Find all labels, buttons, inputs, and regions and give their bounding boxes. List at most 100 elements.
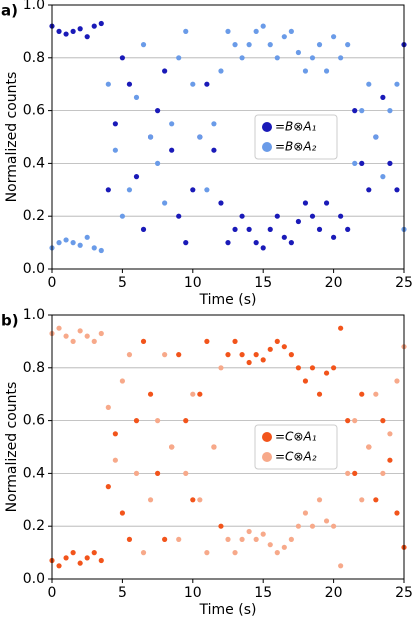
data-point (323, 518, 330, 524)
data-point (281, 544, 287, 550)
data-point (77, 560, 83, 566)
data-point (288, 28, 294, 34)
x-tick-label: 0 (48, 275, 57, 291)
data-point (204, 187, 210, 193)
data-point (394, 81, 400, 87)
data-point (91, 338, 97, 344)
data-point (323, 370, 330, 376)
legend-marker (262, 452, 272, 462)
x-tick-label: 25 (395, 585, 413, 601)
data-point (162, 536, 168, 543)
data-point (218, 365, 224, 371)
data-point (331, 234, 337, 240)
data-point (345, 470, 351, 476)
data-point (84, 555, 90, 561)
data-point (119, 55, 125, 61)
data-point (119, 378, 125, 384)
x-axis-label: Time (s) (199, 292, 257, 308)
data-point (91, 245, 97, 251)
data-point (91, 23, 97, 29)
data-point (140, 338, 147, 344)
data-point (316, 226, 323, 232)
data-point (225, 28, 231, 34)
data-point (309, 523, 316, 529)
data-point (232, 338, 238, 344)
data-point (253, 536, 259, 543)
y-tick-label: 1.0 (23, 0, 45, 13)
data-point (366, 81, 372, 87)
data-point (112, 121, 118, 127)
plot-frame (51, 4, 405, 270)
data-point (387, 108, 393, 114)
data-point (126, 81, 133, 87)
data-point (211, 147, 217, 153)
y-tick-label: 0.4 (23, 465, 45, 481)
legend-marker (262, 142, 272, 152)
data-point (260, 23, 266, 29)
data-point (345, 42, 351, 48)
data-point (380, 94, 386, 100)
data-point (394, 510, 400, 516)
data-point (197, 497, 203, 503)
legend-marker (262, 122, 272, 132)
data-point (176, 352, 182, 358)
data-point (77, 26, 83, 32)
data-point (84, 234, 90, 240)
x-tick-label: 5 (118, 585, 127, 601)
data-point (331, 523, 337, 529)
data-point (91, 550, 97, 556)
data-point (288, 240, 294, 246)
y-tick-label: 0.8 (23, 360, 45, 376)
data-point (56, 28, 62, 34)
data-point (204, 81, 210, 87)
data-point (105, 187, 111, 193)
y-tick-label: 0.0 (23, 261, 45, 277)
data-point (246, 42, 252, 48)
data-point (155, 160, 161, 166)
data-point (98, 20, 104, 27)
y-tick-label: 0.2 (23, 518, 45, 534)
data-point (105, 81, 111, 87)
data-point (56, 325, 62, 331)
data-point (366, 444, 372, 450)
x-tick-label: 20 (325, 275, 343, 291)
data-point (140, 42, 147, 48)
data-point (232, 42, 238, 48)
data-point (352, 418, 358, 424)
data-point (373, 134, 379, 140)
data-point (373, 497, 379, 503)
data-point (190, 81, 196, 87)
data-point (211, 121, 217, 127)
data-point (218, 200, 224, 206)
data-point (133, 470, 140, 476)
y-tick-label: 0.6 (23, 413, 45, 429)
x-tick-label: 5 (118, 275, 127, 291)
data-point (295, 218, 301, 225)
data-point (56, 563, 62, 569)
data-point (387, 431, 393, 437)
data-point (345, 226, 351, 232)
x-tick-label: 15 (254, 585, 272, 601)
y-tick-label: 1.0 (23, 307, 45, 323)
data-point (183, 28, 189, 34)
y-tick-label: 0.6 (23, 103, 45, 119)
data-point (331, 34, 337, 40)
legend-box (254, 424, 338, 470)
data-point (309, 55, 316, 61)
y-axis-label: Normalized counts (4, 382, 20, 513)
data-point (84, 34, 90, 40)
data-point (352, 160, 358, 166)
data-point (77, 242, 83, 248)
data-point (162, 200, 168, 206)
data-point (267, 542, 273, 548)
data-point (260, 531, 266, 537)
data-point (197, 134, 203, 140)
data-point (302, 510, 309, 516)
data-point (338, 325, 344, 331)
y-axis-label: Normalized counts (4, 72, 20, 203)
data-point (147, 497, 154, 503)
data-point (323, 68, 330, 74)
data-point (394, 187, 400, 193)
data-point (176, 536, 182, 543)
data-point (359, 160, 365, 166)
